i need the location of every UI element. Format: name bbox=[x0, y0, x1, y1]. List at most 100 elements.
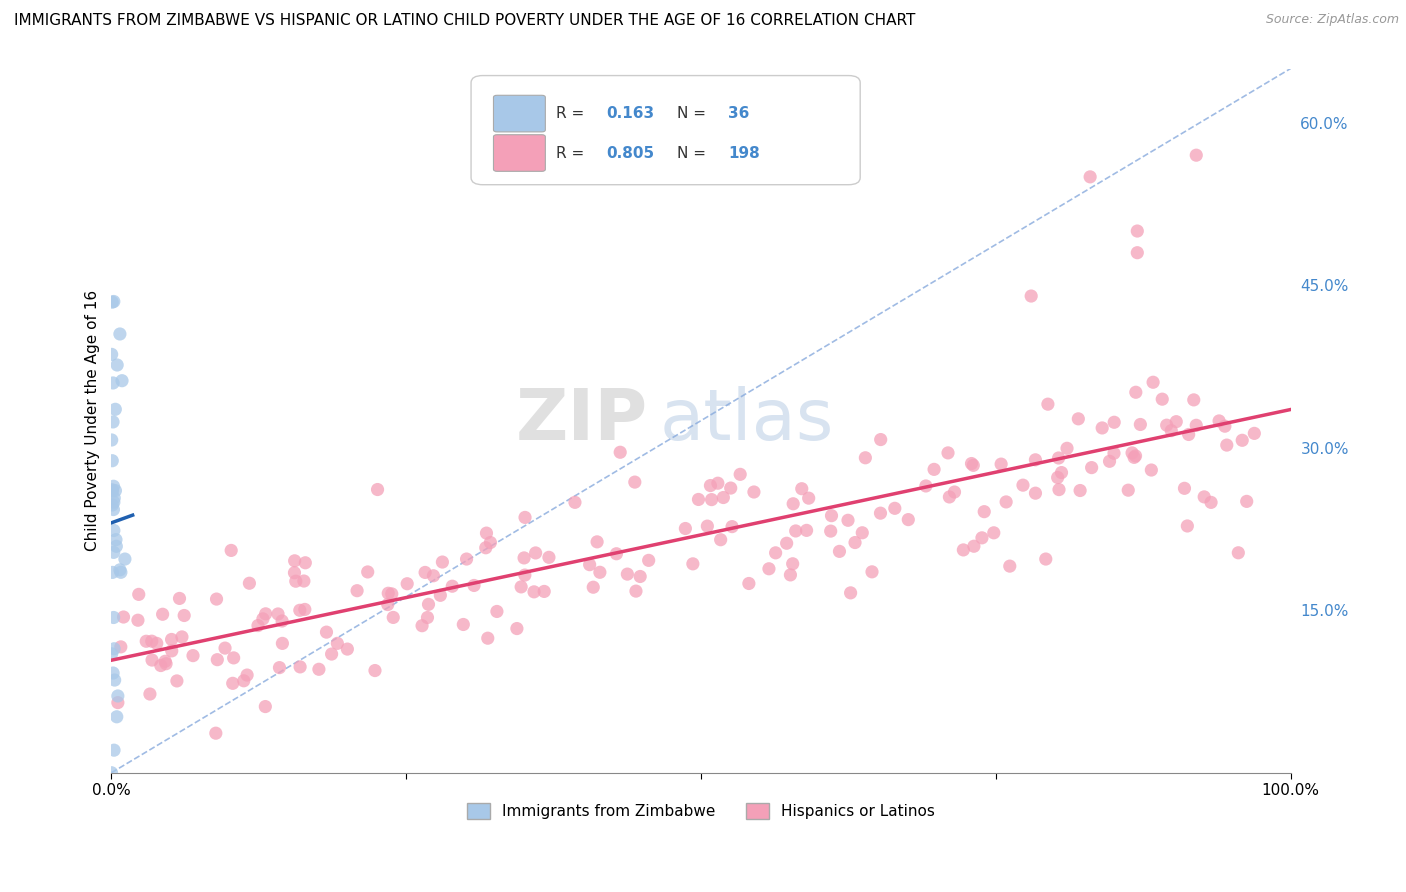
Point bbox=[288, 603, 311, 617]
Point bbox=[101, 453, 124, 467]
Point bbox=[103, 743, 125, 757]
Point bbox=[101, 566, 124, 580]
Point bbox=[254, 699, 277, 714]
Point bbox=[1152, 392, 1174, 407]
Point bbox=[869, 506, 891, 520]
Point bbox=[477, 631, 499, 645]
Point bbox=[1175, 519, 1198, 533]
Point bbox=[485, 604, 508, 618]
Point bbox=[101, 498, 124, 512]
Point bbox=[721, 519, 744, 533]
Point bbox=[797, 491, 820, 505]
Point bbox=[785, 524, 807, 538]
Point bbox=[308, 662, 330, 676]
Point bbox=[790, 482, 813, 496]
Point bbox=[1129, 417, 1152, 432]
Point bbox=[422, 568, 444, 582]
Point bbox=[990, 457, 1012, 471]
FancyBboxPatch shape bbox=[471, 76, 860, 185]
Point bbox=[1185, 148, 1208, 162]
Point bbox=[1036, 397, 1059, 411]
Point bbox=[315, 625, 337, 640]
Point bbox=[141, 634, 163, 648]
Point bbox=[321, 647, 343, 661]
Point bbox=[837, 513, 859, 527]
Point bbox=[869, 433, 891, 447]
Point bbox=[779, 568, 801, 582]
Point bbox=[1236, 494, 1258, 508]
Point bbox=[765, 546, 787, 560]
Point bbox=[742, 485, 765, 500]
Point bbox=[100, 433, 122, 447]
Point bbox=[1142, 376, 1164, 390]
Point bbox=[181, 648, 204, 663]
Point bbox=[135, 634, 157, 648]
Point bbox=[738, 576, 761, 591]
Point bbox=[101, 295, 124, 310]
Point bbox=[820, 508, 842, 523]
Point bbox=[720, 481, 742, 495]
Point bbox=[1232, 434, 1254, 448]
Point bbox=[463, 578, 485, 592]
Point bbox=[624, 584, 647, 599]
Text: R =: R = bbox=[555, 145, 589, 161]
Point bbox=[637, 553, 659, 567]
Point bbox=[1102, 446, 1125, 460]
Point bbox=[101, 483, 124, 497]
Point bbox=[1213, 419, 1236, 434]
Point bbox=[513, 510, 536, 524]
Point bbox=[112, 610, 135, 624]
Point bbox=[377, 586, 399, 600]
Point bbox=[628, 569, 651, 583]
Point bbox=[513, 568, 536, 582]
Point bbox=[232, 673, 254, 688]
Point bbox=[252, 612, 274, 626]
Point bbox=[222, 676, 245, 690]
Point bbox=[456, 552, 478, 566]
Point bbox=[110, 640, 132, 654]
Point bbox=[1024, 486, 1046, 500]
Y-axis label: Child Poverty Under the Age of 16: Child Poverty Under the Age of 16 bbox=[86, 290, 100, 551]
Point bbox=[1208, 414, 1230, 428]
Point bbox=[1056, 442, 1078, 456]
Point bbox=[970, 531, 993, 545]
Point bbox=[1046, 470, 1069, 484]
Text: N =: N = bbox=[678, 145, 711, 161]
Point bbox=[139, 687, 162, 701]
Point bbox=[104, 673, 127, 687]
Point bbox=[103, 524, 125, 538]
Point bbox=[149, 658, 172, 673]
Point bbox=[564, 495, 586, 509]
Point bbox=[796, 524, 818, 538]
Point bbox=[105, 539, 128, 553]
Point bbox=[110, 566, 132, 580]
Point bbox=[897, 513, 920, 527]
Point bbox=[100, 647, 122, 661]
Text: 0.805: 0.805 bbox=[606, 145, 655, 161]
Point bbox=[1116, 483, 1139, 498]
Point bbox=[1192, 490, 1215, 504]
Point bbox=[114, 552, 136, 566]
Point bbox=[758, 562, 780, 576]
Point bbox=[411, 618, 433, 632]
Point bbox=[828, 544, 851, 558]
Point bbox=[103, 641, 125, 656]
Point bbox=[219, 543, 242, 558]
Point bbox=[915, 479, 938, 493]
Point bbox=[166, 673, 188, 688]
Point bbox=[688, 492, 710, 507]
Point bbox=[983, 525, 1005, 540]
Point bbox=[1173, 481, 1195, 495]
Point bbox=[922, 462, 945, 476]
Point bbox=[103, 610, 125, 624]
Point bbox=[524, 546, 547, 560]
Point bbox=[1067, 412, 1090, 426]
Text: ZIP: ZIP bbox=[516, 386, 648, 455]
Point bbox=[103, 495, 125, 509]
Point bbox=[432, 555, 454, 569]
Point bbox=[288, 660, 311, 674]
Point bbox=[1185, 418, 1208, 433]
Point bbox=[357, 565, 380, 579]
Text: IMMIGRANTS FROM ZIMBABWE VS HISPANIC OR LATINO CHILD POVERTY UNDER THE AGE OF 16: IMMIGRANTS FROM ZIMBABWE VS HISPANIC OR … bbox=[14, 13, 915, 29]
Point bbox=[523, 585, 546, 599]
